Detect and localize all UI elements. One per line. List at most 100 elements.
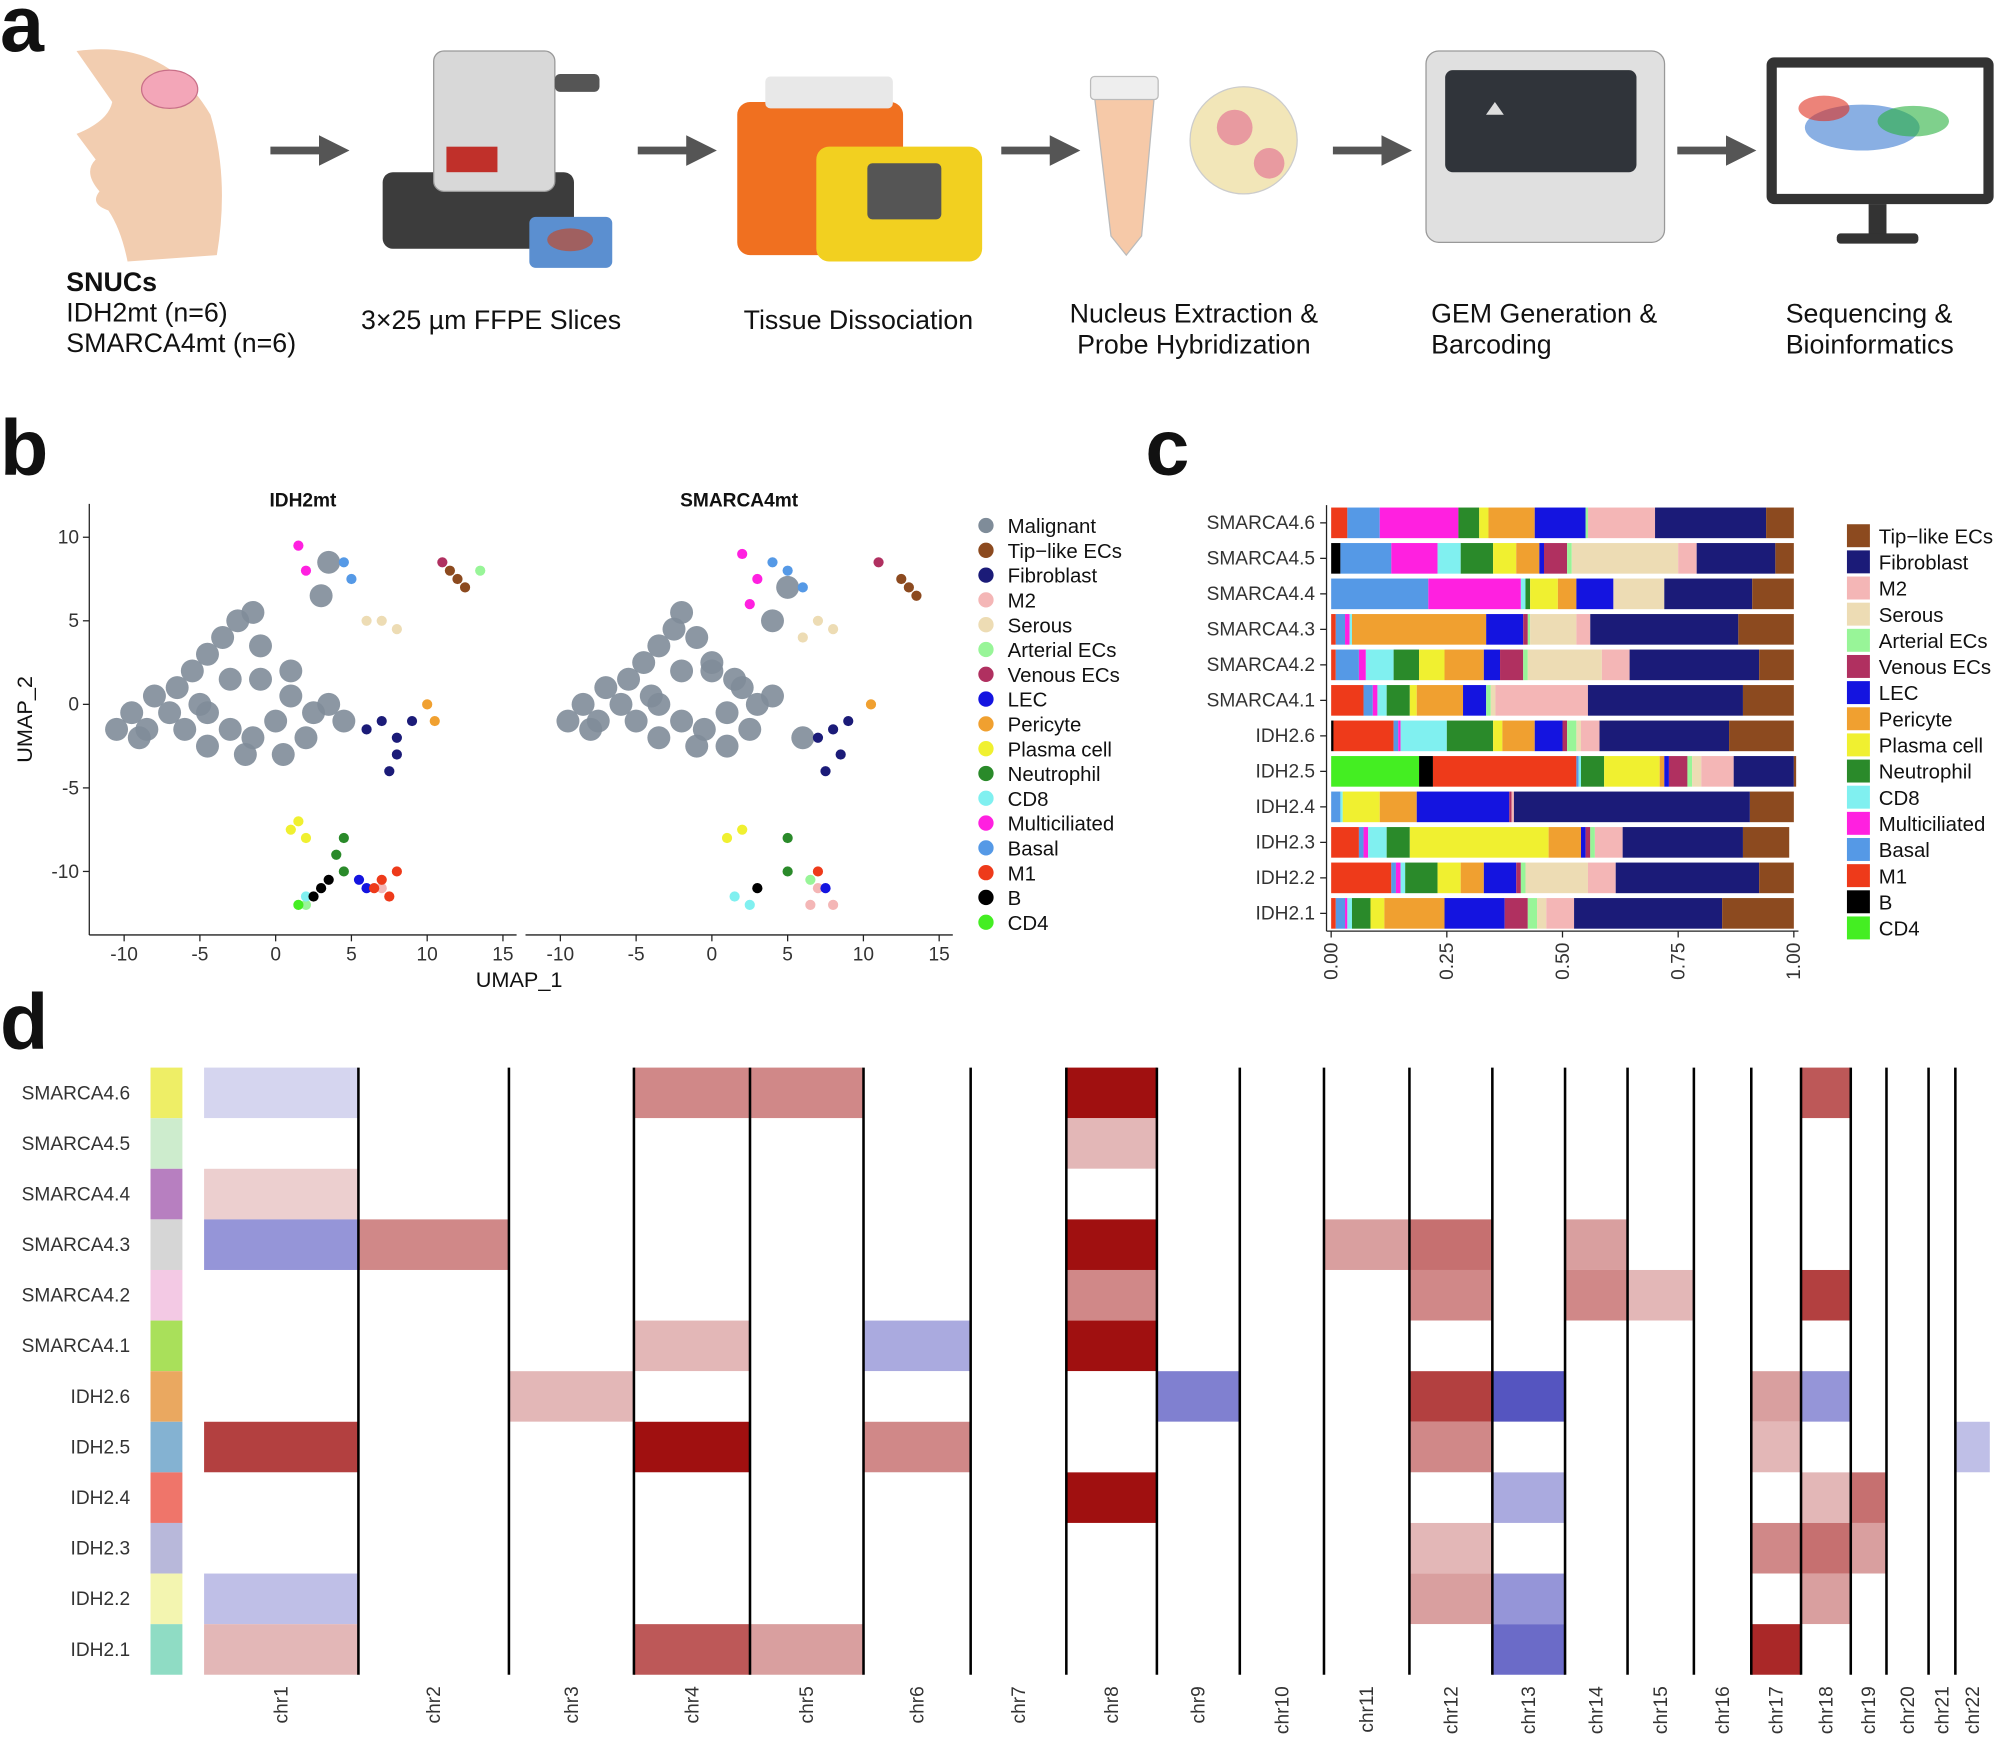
heat-cell [1850,1573,1887,1625]
bar-segment [1590,614,1739,645]
heat-cell [508,1269,634,1321]
point [369,883,380,894]
heat-cell [204,1219,359,1270]
heat-cell [358,1624,509,1675]
gem-screen [1445,70,1637,173]
heat-cell [633,1573,750,1625]
bar-segment [1752,578,1794,610]
heat-cell [1928,1573,1956,1625]
bar-segment [1527,614,1531,645]
point [782,832,793,844]
point [444,565,456,576]
column-label: chr1 [272,1686,293,1723]
heat-cell [1928,1522,1956,1574]
point [384,766,395,777]
step-label: GEM Generation & [1431,299,1657,329]
heat-cell [1801,1371,1851,1422]
eject-icon [1485,102,1504,115]
bar-segment [1527,898,1538,929]
heat-cell [1751,1168,1802,1220]
bar-segment [1629,649,1760,681]
heat-cell [970,1320,1067,1372]
point [376,874,387,885]
x-tick-label: -10 [547,944,575,965]
heat-cell [1239,1168,1324,1220]
heat-cell [1156,1168,1240,1220]
bar-segment [1331,791,1341,823]
bar-segment [1409,685,1417,716]
heat-cell [1693,1624,1752,1675]
bar-segment [1516,543,1540,574]
point [338,832,349,844]
legend-label: Serous [1008,615,1073,637]
column-label: chr6 [907,1686,928,1723]
y-tick-label: 5 [68,611,79,632]
heat-cell [1955,1371,1990,1422]
heat-cell [1156,1067,1240,1119]
point [294,726,318,750]
heat-cell [1850,1219,1887,1270]
bar-segment [1331,862,1392,894]
heat-cell [204,1320,359,1372]
heat-cell [1801,1168,1851,1220]
bar-segment [1331,649,1336,681]
step-label: IDH2mt (n=6) [66,297,227,327]
bar-segment [1331,685,1364,716]
column-label: chr11 [1357,1686,1378,1732]
heat-cell [1323,1168,1410,1220]
monitor-foot [1836,233,1919,244]
point [309,584,333,608]
bar-segment [1701,756,1734,787]
bar-segment [1331,543,1341,574]
heat-cell [1492,1624,1566,1675]
point [617,667,641,691]
column-label: chr21 [1932,1686,1953,1734]
x-tick-label: 0.50 [1553,943,1574,980]
row-label: IDH2.1 [71,1640,131,1661]
heat-cell [1886,1320,1929,1372]
bar-segment [1504,898,1528,929]
point [173,717,197,741]
dissociator-screen [867,163,942,220]
heat-cell [1323,1421,1410,1473]
heat-cell [508,1624,634,1675]
heat-cell [508,1421,634,1473]
y-tick-label: SMARCA4.6 [1207,513,1315,534]
row-label: IDH2.4 [71,1488,131,1509]
heat-cell [508,1472,634,1523]
bar-segment [1398,720,1401,752]
point [647,726,671,750]
bar-segment [1340,543,1392,574]
heat-cell [970,1168,1067,1220]
bar-segment [1742,827,1790,858]
bar-segment [1530,578,1558,610]
bar-segment [1576,578,1614,610]
heat-cell [970,1522,1067,1574]
bar-segment [1523,614,1528,645]
x-tick-label: -5 [628,944,645,965]
heat-cell [204,1269,359,1321]
heat-cell [750,1320,864,1372]
heat-cell [1801,1269,1851,1321]
heat-cell [204,1472,359,1523]
heat-cell [1928,1219,1956,1270]
bar-segment [1766,507,1794,539]
legend-swatch [978,542,994,558]
bar-segment [1331,720,1334,752]
point [828,624,839,635]
heat-cell [633,1219,750,1270]
heat-cell [508,1320,634,1372]
legend-swatch [1846,890,1870,914]
heat-cell [1850,1371,1887,1422]
heat-cell [1751,1624,1802,1675]
row-label: SMARCA4.1 [22,1336,130,1357]
heat-cell [1955,1067,1990,1119]
heat-cell [970,1573,1067,1625]
point [670,709,694,733]
heat-cell [1886,1067,1929,1119]
heat-cell [863,1624,971,1675]
point [865,699,877,710]
column-label: chr22 [1963,1686,1984,1734]
row-label: IDH2.6 [71,1387,131,1408]
bar-segment [1345,614,1350,645]
